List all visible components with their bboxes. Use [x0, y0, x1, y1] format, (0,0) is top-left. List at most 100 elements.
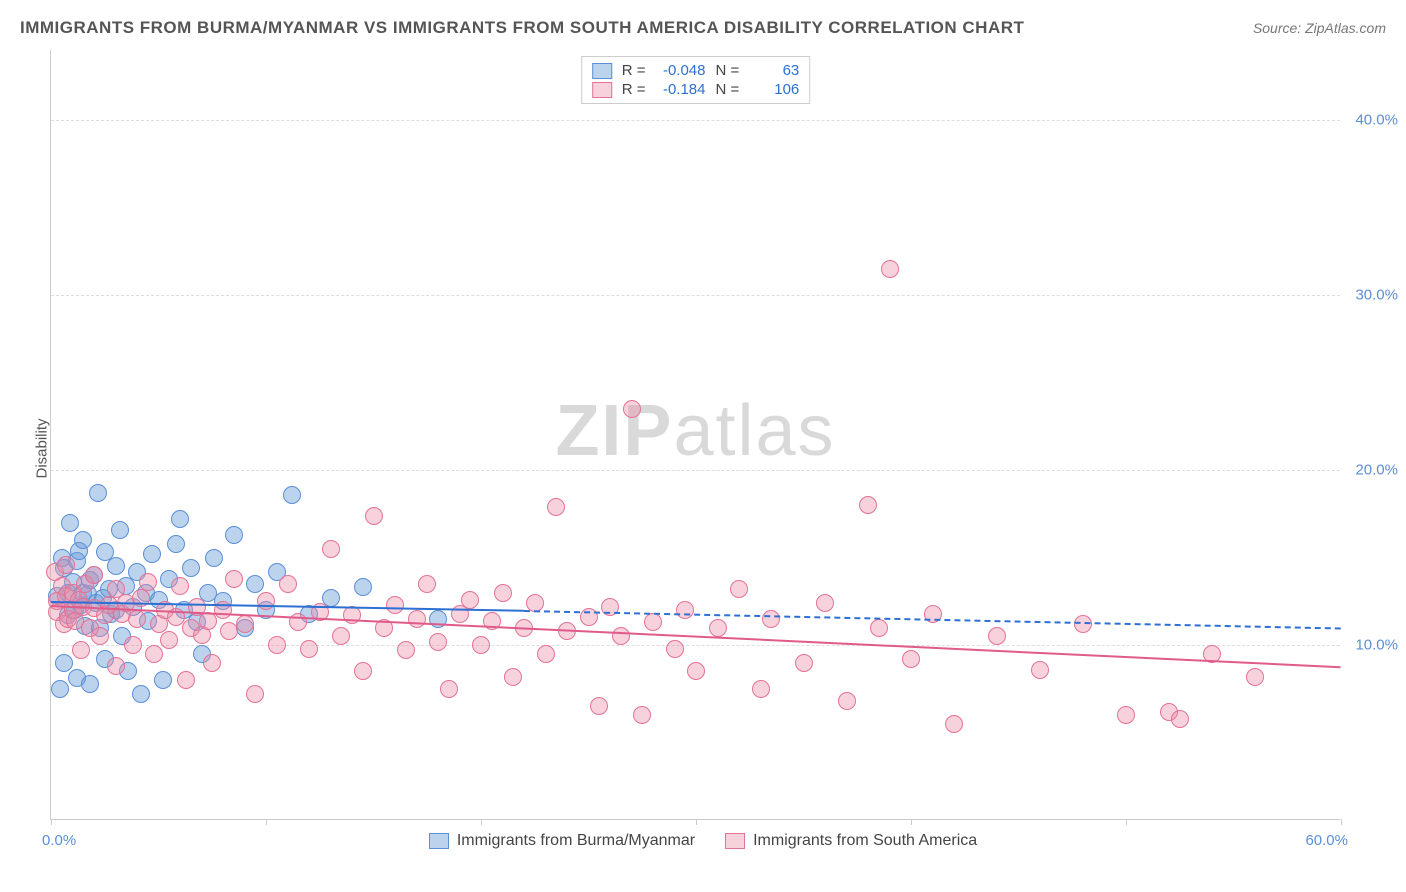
point-burma — [51, 680, 69, 698]
point-south-america — [881, 260, 899, 278]
stat-n-value-1: 63 — [749, 62, 799, 79]
point-burma — [205, 549, 223, 567]
point-south-america — [236, 615, 254, 633]
point-south-america — [57, 556, 75, 574]
point-south-america — [128, 610, 146, 628]
point-south-america — [612, 627, 630, 645]
point-south-america — [440, 680, 458, 698]
watermark-bold: ZIP — [555, 390, 673, 470]
point-burma — [89, 484, 107, 502]
stats-row-series-2: R = -0.184 N = 106 — [592, 80, 800, 99]
x-tick — [266, 819, 267, 825]
gridline — [51, 295, 1340, 296]
point-south-america — [354, 662, 372, 680]
point-burma — [283, 486, 301, 504]
y-tick-label: 40.0% — [1355, 112, 1398, 129]
point-south-america — [838, 692, 856, 710]
point-south-america — [644, 613, 662, 631]
point-south-america — [429, 633, 447, 651]
legend-label-1: Immigrants from Burma/Myanmar — [457, 832, 695, 850]
point-south-america — [322, 540, 340, 558]
point-south-america — [139, 573, 157, 591]
gridline — [51, 120, 1340, 121]
point-south-america — [590, 697, 608, 715]
point-south-america — [666, 640, 684, 658]
watermark-light: atlas — [673, 390, 835, 470]
x-tick — [481, 819, 482, 825]
correlation-stats-box: R = -0.048 N = 63 R = -0.184 N = 106 — [581, 56, 811, 104]
point-south-america — [494, 584, 512, 602]
point-south-america — [633, 706, 651, 724]
swatch-pink-icon — [592, 82, 612, 98]
point-south-america — [623, 400, 641, 418]
x-tick — [51, 819, 52, 825]
gridline — [51, 470, 1340, 471]
bottom-legend: Immigrants from Burma/Myanmar Immigrants… — [0, 832, 1406, 850]
point-burma — [171, 510, 189, 528]
y-tick-label: 10.0% — [1355, 637, 1398, 654]
point-south-america — [988, 627, 1006, 645]
point-burma — [154, 671, 172, 689]
point-south-america — [171, 577, 189, 595]
point-south-america — [300, 640, 318, 658]
point-burma — [354, 578, 372, 596]
point-burma — [74, 531, 92, 549]
point-south-america — [730, 580, 748, 598]
stat-label-r: R = — [622, 62, 646, 79]
point-burma — [81, 675, 99, 693]
point-south-america — [762, 610, 780, 628]
point-south-america — [461, 591, 479, 609]
point-south-america — [1031, 661, 1049, 679]
y-tick-label: 20.0% — [1355, 462, 1398, 479]
point-south-america — [386, 596, 404, 614]
point-burma — [55, 654, 73, 672]
point-south-america — [687, 662, 705, 680]
point-south-america — [945, 715, 963, 733]
point-burma — [107, 557, 125, 575]
x-tick — [1126, 819, 1127, 825]
point-burma — [225, 526, 243, 544]
stat-n-value-2: 106 — [749, 81, 799, 98]
point-south-america — [72, 641, 90, 659]
point-south-america — [85, 566, 103, 584]
y-axis-title: Disability — [34, 418, 51, 478]
point-south-america — [504, 668, 522, 686]
watermark: ZIPatlas — [555, 389, 835, 471]
point-south-america — [902, 650, 920, 668]
point-south-america — [408, 610, 426, 628]
point-south-america — [795, 654, 813, 672]
point-south-america — [752, 680, 770, 698]
legend-item-2: Immigrants from South America — [725, 832, 977, 850]
stat-label-n: N = — [716, 81, 740, 98]
source-attribution: Source: ZipAtlas.com — [1253, 20, 1386, 36]
legend-swatch-pink-icon — [725, 833, 745, 849]
point-south-america — [91, 627, 109, 645]
stats-row-series-1: R = -0.048 N = 63 — [592, 61, 800, 80]
stat-r-value-2: -0.184 — [656, 81, 706, 98]
point-south-america — [225, 570, 243, 588]
point-south-america — [1171, 710, 1189, 728]
point-burma — [61, 514, 79, 532]
point-south-america — [816, 594, 834, 612]
legend-item-1: Immigrants from Burma/Myanmar — [429, 832, 695, 850]
legend-label-2: Immigrants from South America — [753, 832, 977, 850]
x-tick — [1341, 819, 1342, 825]
point-south-america — [124, 636, 142, 654]
point-burma — [111, 521, 129, 539]
scatter-plot-area: ZIPatlas R = -0.048 N = 63 R = -0.184 N … — [50, 50, 1340, 820]
stat-label-r: R = — [622, 81, 646, 98]
point-south-america — [537, 645, 555, 663]
point-south-america — [547, 498, 565, 516]
x-tick — [696, 819, 697, 825]
point-south-america — [279, 575, 297, 593]
point-burma — [182, 559, 200, 577]
point-south-america — [870, 619, 888, 637]
title-bar: IMMIGRANTS FROM BURMA/MYANMAR VS IMMIGRA… — [20, 18, 1386, 38]
point-south-america — [676, 601, 694, 619]
point-south-america — [332, 627, 350, 645]
y-tick-label: 30.0% — [1355, 287, 1398, 304]
point-south-america — [1117, 706, 1135, 724]
stat-label-n: N = — [716, 62, 740, 79]
chart-title: IMMIGRANTS FROM BURMA/MYANMAR VS IMMIGRA… — [20, 18, 1024, 38]
swatch-blue-icon — [592, 63, 612, 79]
